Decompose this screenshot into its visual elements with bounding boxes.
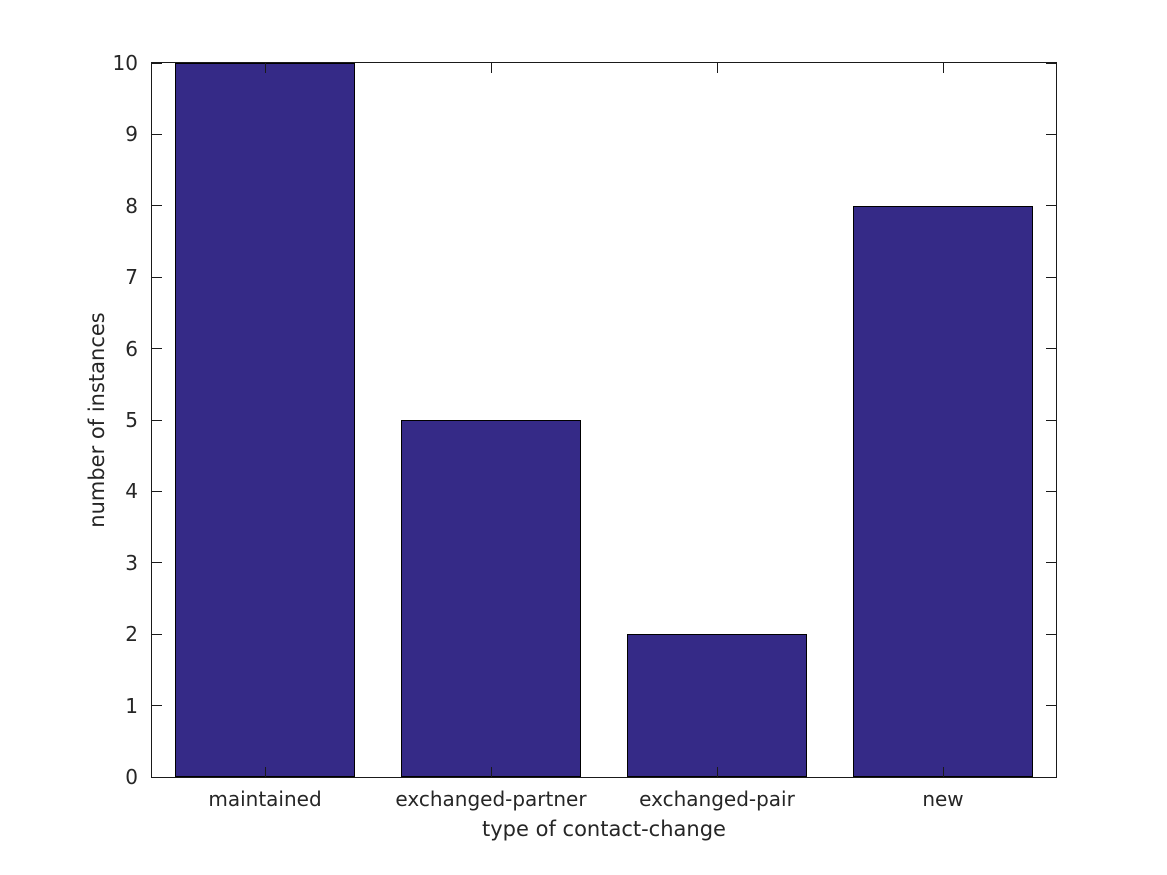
y-axis-title: number of instances: [85, 312, 109, 528]
y-tick-left: [152, 776, 162, 778]
y-tick-right: [1046, 348, 1056, 350]
y-tick-left: [152, 490, 162, 492]
y-tick-right: [1046, 490, 1056, 492]
x-tick-top: [716, 63, 718, 73]
y-tick-left: [152, 562, 162, 564]
y-tick-left: [152, 205, 162, 207]
y-tick-label: 2: [125, 622, 138, 647]
y-tick-left: [152, 419, 162, 421]
y-tick-right: [1046, 705, 1056, 707]
x-tick-label: exchanged-pair: [639, 787, 795, 811]
y-tick-label: 8: [125, 193, 138, 218]
bar-new: [852, 205, 1034, 777]
y-tick-label: 1: [125, 693, 138, 718]
y-tick-label: 0: [125, 765, 138, 789]
x-tick-bottom: [264, 767, 266, 777]
y-tick-left: [152, 633, 162, 635]
x-tick-top: [490, 63, 492, 73]
y-tick-label: 9: [125, 122, 138, 147]
y-tick-label: 10: [112, 51, 138, 75]
y-tick-left: [152, 133, 162, 135]
x-tick-bottom: [942, 767, 944, 777]
y-tick-right: [1046, 633, 1056, 635]
x-tick-label: maintained: [208, 787, 322, 811]
bar-maintained: [174, 63, 356, 777]
y-tick-right: [1046, 776, 1056, 778]
y-tick-label: 3: [125, 550, 138, 575]
x-tick-top: [942, 63, 944, 73]
y-tick-label: 4: [125, 479, 138, 504]
y-tick-left: [152, 705, 162, 707]
x-tick-label: exchanged-partner: [395, 787, 587, 811]
x-tick-label: new: [922, 787, 964, 811]
y-tick-right: [1046, 562, 1056, 564]
x-tick-bottom: [716, 767, 718, 777]
y-tick-right: [1046, 205, 1056, 207]
x-axis-title: type of contact-change: [482, 817, 726, 841]
y-tick-left: [152, 276, 162, 278]
y-tick-label: 5: [125, 408, 138, 432]
y-tick-label: 7: [125, 265, 138, 290]
y-tick-left: [152, 348, 162, 350]
y-tick-right: [1046, 276, 1056, 278]
y-tick-left: [152, 62, 162, 64]
plot-area: 0 1 2 3 4 5 6 7 8 9 10 maintained exchanged-partner e…: [113, 52, 1057, 811]
x-tick-bottom: [490, 767, 492, 777]
y-tick-right: [1046, 133, 1056, 135]
bar-exchanged-partner: [400, 420, 582, 777]
bar-exchanged-pair: [626, 634, 808, 777]
y-tick-label: 6: [125, 336, 138, 361]
y-tick-right: [1046, 419, 1056, 421]
x-tick-top: [264, 63, 266, 73]
y-tick-right: [1046, 62, 1056, 64]
